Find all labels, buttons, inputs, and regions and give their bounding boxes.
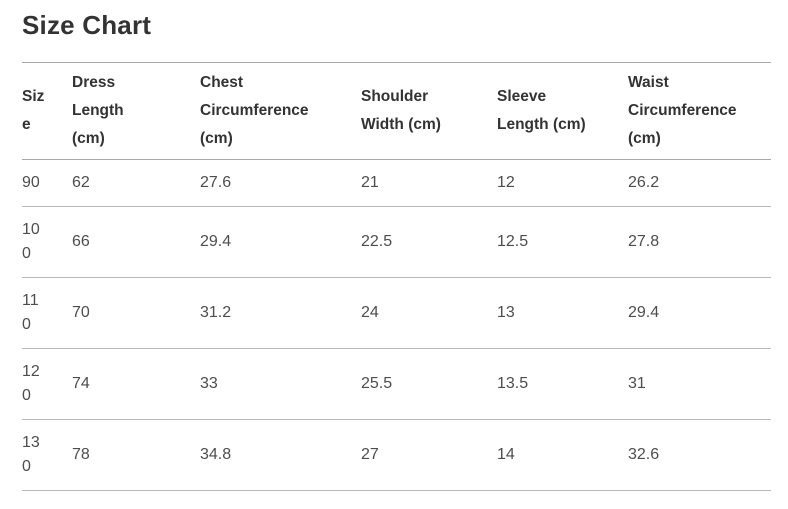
column-header-dress-length: Dress Length (cm) [72, 62, 200, 160]
cell-shoulder-width: 22.5 [361, 206, 497, 278]
cell-sleeve-length: 12 [497, 159, 628, 207]
page-title: Size Chart [22, 10, 152, 40]
cell-shoulder-width: 27 [361, 419, 497, 491]
cell-shoulder-width: 24 [361, 277, 497, 349]
column-header-waist-circumference: Waist Circumference (cm) [628, 62, 771, 160]
cell-dress-length: 62 [72, 159, 200, 207]
cell-size: 130 [22, 419, 72, 491]
size-chart-table: Size Dress Length (cm) Chest Circumferen… [22, 62, 771, 491]
cell-dress-length: 74 [72, 348, 200, 420]
cell-sleeve-length: 13 [497, 277, 628, 349]
cell-size: 90 [22, 159, 72, 207]
cell-sleeve-length: 13.5 [497, 348, 628, 420]
cell-chest-circumference: 31.2 [200, 277, 361, 349]
cell-chest-circumference: 27.6 [200, 159, 361, 207]
cell-dress-length: 78 [72, 419, 200, 491]
cell-size: 120 [22, 348, 72, 420]
table-row-size-90: 90 62 27.6 21 12 26.2 [22, 159, 771, 207]
column-header-shoulder-width: Shoulder Width (cm) [361, 62, 497, 160]
cell-shoulder-width: 25.5 [361, 348, 497, 420]
cell-size: 110 [22, 277, 72, 349]
table-row-size-130: 130 78 34.8 27 14 32.6 [22, 419, 771, 491]
cell-shoulder-width: 21 [361, 159, 497, 207]
cell-chest-circumference: 33 [200, 348, 361, 420]
cell-size: 100 [22, 206, 72, 278]
cell-dress-length: 66 [72, 206, 200, 278]
table-row-size-120: 120 74 33 25.5 13.5 31 [22, 348, 771, 420]
table-row-size-110: 110 70 31.2 24 13 29.4 [22, 277, 771, 349]
cell-waist-circumference: 31 [628, 348, 771, 420]
table-row-size-100: 100 66 29.4 22.5 12.5 27.8 [22, 206, 771, 278]
cell-waist-circumference: 29.4 [628, 277, 771, 349]
column-header-chest-circumference: Chest Circumference (cm) [200, 62, 361, 160]
cell-sleeve-length: 14 [497, 419, 628, 491]
column-header-size: Size [22, 62, 72, 160]
cell-waist-circumference: 26.2 [628, 159, 771, 207]
header-row: Size Dress Length (cm) Chest Circumferen… [22, 62, 771, 160]
cell-chest-circumference: 29.4 [200, 206, 361, 278]
cell-waist-circumference: 27.8 [628, 206, 771, 278]
table-body: 90 62 27.6 21 12 26.2 100 66 29.4 22.5 1… [22, 159, 771, 491]
cell-dress-length: 70 [72, 277, 200, 349]
size-chart-page: Size Chart Size Dress Length (cm) Chest … [22, 10, 771, 491]
cell-waist-circumference: 32.6 [628, 419, 771, 491]
cell-chest-circumference: 34.8 [200, 419, 361, 491]
column-header-sleeve-length: Sleeve Length (cm) [497, 62, 628, 160]
cell-sleeve-length: 12.5 [497, 206, 628, 278]
table-header: Size Dress Length (cm) Chest Circumferen… [22, 62, 771, 160]
